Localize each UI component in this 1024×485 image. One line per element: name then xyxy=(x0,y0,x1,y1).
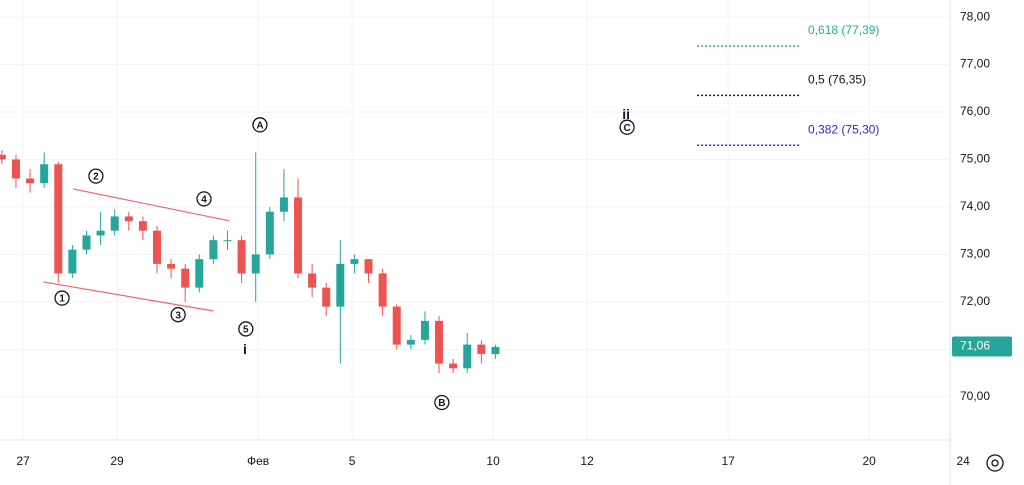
candle-body xyxy=(181,268,190,288)
candle-body xyxy=(449,363,458,369)
y-tick-label: 74,00 xyxy=(960,199,990,213)
wave-label: 4 xyxy=(201,195,207,206)
wave-circle xyxy=(170,307,186,323)
fib-label: 0,5 (76,35) xyxy=(808,73,866,87)
wave-label: B xyxy=(438,398,445,409)
wave-label: 1 xyxy=(59,294,65,305)
candle-body xyxy=(0,154,6,160)
x-tick-label: 29 xyxy=(110,454,124,468)
candle-body xyxy=(435,320,444,364)
wave-circle xyxy=(196,191,212,207)
candle-body xyxy=(26,178,35,184)
candle-body xyxy=(11,159,20,179)
candle-body xyxy=(138,221,147,231)
wave-circle xyxy=(54,290,70,306)
candle-body xyxy=(477,344,486,355)
candle-body xyxy=(491,346,500,355)
candle-body xyxy=(406,339,415,345)
grid xyxy=(0,0,950,440)
x-tick-label: 27 xyxy=(16,454,30,468)
candle-body xyxy=(96,230,105,236)
candle-body xyxy=(68,249,77,274)
wave-circle xyxy=(238,321,254,337)
x-tick-label: 12 xyxy=(580,454,594,468)
wave-label: 2 xyxy=(93,172,99,183)
x-tick-label: 17 xyxy=(721,454,735,468)
candle-body xyxy=(350,259,359,264)
gear-center xyxy=(991,459,999,467)
candle-body xyxy=(420,320,429,340)
y-tick-label: 72,00 xyxy=(960,294,990,308)
candle-body xyxy=(392,306,401,345)
fib-label: 0,382 (75,30) xyxy=(808,122,879,136)
wave-circle xyxy=(434,394,450,411)
candle-body xyxy=(237,240,246,274)
y-tick-label: 78,00 xyxy=(960,9,990,23)
y-tick-label: 76,00 xyxy=(960,104,990,118)
candle-body xyxy=(153,230,162,264)
last-price-label: 71,06 xyxy=(960,339,990,353)
x-tick-label: 10 xyxy=(486,454,500,468)
candle-body xyxy=(378,273,387,307)
wave-label: ii xyxy=(622,106,630,122)
candle-body xyxy=(209,240,218,260)
x-tick-label: 24 xyxy=(956,454,970,468)
candle-body xyxy=(40,164,49,184)
wave-label: 3 xyxy=(175,310,181,321)
trend-line xyxy=(72,188,230,222)
trend-line xyxy=(43,281,214,312)
candle-body xyxy=(195,259,204,288)
candle-body xyxy=(251,254,260,274)
wave-label: C xyxy=(623,123,630,134)
candle-body xyxy=(322,287,331,307)
fib-label: 0,618 (77,39) xyxy=(808,23,879,37)
candle-body xyxy=(463,344,472,369)
x-tick-label: 20 xyxy=(862,454,876,468)
y-tick-label: 75,00 xyxy=(960,152,990,166)
candle-body xyxy=(336,263,345,307)
candle-body xyxy=(167,263,176,269)
plot xyxy=(0,149,500,374)
candle-body xyxy=(110,216,119,231)
candle-body xyxy=(223,240,232,242)
candle-body xyxy=(124,216,133,222)
wave-label: 5 xyxy=(243,325,249,336)
y-tick-label: 70,00 xyxy=(960,389,990,403)
wave-circle xyxy=(252,117,268,133)
wave-circle xyxy=(619,119,635,135)
candle-body xyxy=(265,211,274,255)
gear-outline xyxy=(986,454,1004,472)
candle-body xyxy=(308,273,317,288)
settings-icon[interactable] xyxy=(986,454,1004,472)
candle-body xyxy=(364,259,373,274)
y-tick-label: 77,00 xyxy=(960,57,990,71)
candle-body xyxy=(82,235,91,250)
wave-label: A xyxy=(256,120,263,131)
y-tick-label: 73,00 xyxy=(960,247,990,261)
candle-body xyxy=(294,197,303,274)
last-price-badge xyxy=(952,336,1012,357)
candle-body xyxy=(279,197,288,212)
x-tick-label: 5 xyxy=(349,454,356,468)
wave-circle xyxy=(88,168,104,184)
wave-label: i xyxy=(243,341,247,357)
candle-body xyxy=(54,164,63,274)
x-tick-label: Фев xyxy=(247,454,269,468)
